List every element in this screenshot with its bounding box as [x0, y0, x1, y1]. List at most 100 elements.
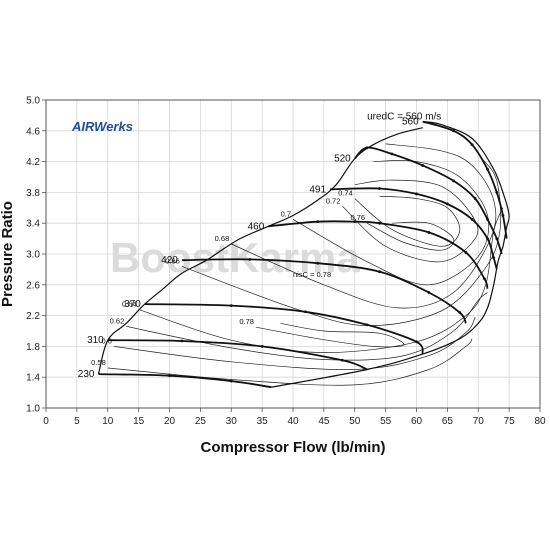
speed-line-point [353, 220, 357, 224]
efficiency-label-0.58: 0.58 [91, 358, 106, 367]
speed-line-point [378, 270, 381, 274]
y-tick-label: 4.6 [26, 126, 40, 137]
speed-line-point [473, 197, 477, 200]
y-tick-label: 5.0 [26, 96, 40, 107]
efficiency-peak-label: nisC = 0.78 [293, 270, 331, 279]
efficiency-line-0.62 [126, 292, 488, 361]
speed-line-point [229, 304, 233, 307]
efficiency-line-0.58 [107, 338, 473, 386]
speed-lines [98, 120, 508, 389]
speed-line-point [260, 345, 264, 348]
speed-line-point [486, 217, 489, 221]
y-tick-label: 2.2 [26, 311, 40, 322]
speed-line-point [501, 214, 505, 217]
speed-line-point [452, 179, 455, 183]
efficiency-line-0.74 [354, 195, 461, 247]
x-tick-label: 70 [473, 416, 485, 427]
speed-line-point [495, 237, 499, 241]
efficiency-label-0.7: 0.7 [281, 209, 291, 218]
efficiency-label-0.6: 0.6 [101, 336, 111, 345]
efficiency-label-0.72: 0.72 [326, 196, 341, 205]
speed-line-point [415, 192, 418, 196]
speed-label-460: 460 [248, 221, 265, 232]
x-tick-label: 55 [380, 416, 392, 427]
speed-line-point [168, 374, 171, 378]
efficiency-label-0.74: 0.74 [338, 189, 353, 198]
airwerks-logo: AIRWerks [71, 119, 133, 134]
x-tick-label: 80 [534, 416, 546, 427]
y-tick-label: 3.8 [26, 188, 40, 199]
x-tick-label: 30 [226, 416, 238, 427]
efficiency-line-0.64 [138, 207, 504, 353]
speed-line-point [427, 291, 431, 294]
x-tick-label: 45 [318, 416, 330, 427]
speed-line-point [229, 379, 233, 383]
speed-title-label: uredC = 560 m/s [367, 111, 441, 122]
y-tick-label: 1.8 [26, 342, 40, 353]
efficiency-line-0.78 [255, 322, 405, 348]
speed-line-point [458, 311, 462, 314]
x-tick-label: 65 [442, 416, 454, 427]
speed-line-point [464, 251, 468, 254]
speed-line-point [378, 221, 381, 225]
speed-line-point [452, 129, 455, 133]
efficiency-line-0.7 [292, 160, 490, 286]
efficiency-line-0.68 [231, 143, 497, 309]
x-tick-label: 35 [257, 416, 269, 427]
speed-label-370: 370 [124, 299, 141, 310]
speed-line-310 [107, 339, 368, 371]
speed-line-point [365, 323, 369, 327]
speed-line-point [378, 187, 381, 190]
y-tick-label: 3.0 [26, 250, 40, 261]
surge-choke-lines [97, 121, 510, 388]
speed-label-520: 520 [334, 154, 351, 165]
speed-label-420: 420 [161, 255, 178, 266]
speed-line-point [180, 339, 184, 343]
speed-line-point [470, 217, 474, 221]
efficiency-label-0.78: 0.78 [239, 317, 254, 326]
x-tick-label: 60 [411, 416, 423, 427]
speed-line-point [486, 167, 489, 171]
y-tick-label: 3.4 [26, 219, 40, 230]
x-tick-label: 15 [133, 416, 145, 427]
speed-line-460 [268, 220, 489, 289]
speed-line-point [316, 220, 320, 224]
x-tick-label: 25 [195, 416, 207, 427]
speed-line-point [470, 143, 474, 147]
axis-ticks: 0 5 10 15 20 25 30 35 40 45 50 55 60 65 70 75 80 1.0 1.4 1.… [26, 96, 546, 428]
speed-line-point [486, 237, 489, 241]
speed-line-point [248, 257, 252, 261]
y-axis-title: Pressure Ratio [0, 201, 16, 307]
speed-line-point [390, 152, 394, 156]
y-tick-label: 1.4 [26, 373, 40, 384]
speed-label-230: 230 [78, 369, 95, 380]
speed-line-point [421, 164, 425, 167]
speed-line-point [415, 340, 418, 344]
speed-line-point [483, 277, 486, 281]
speed-line-230 [98, 373, 272, 389]
surge-line [97, 127, 423, 375]
x-axis-title: Compressor Flow (lb/min) [200, 439, 385, 456]
x-tick-label: 0 [43, 416, 49, 427]
efficiency-line-0.6 [113, 316, 476, 370]
efficiency-label-0.64: 0.64 [122, 299, 137, 308]
speed-line-point [495, 191, 499, 194]
efficiency-line-0.76 [366, 221, 455, 251]
logo-text: AIRWerks [71, 119, 133, 134]
speed-line-point [341, 358, 344, 362]
efficiency-label-0.76: 0.76 [350, 213, 365, 222]
efficiency-label-0.66: 0.66 [165, 256, 180, 265]
y-tick-label: 4.2 [26, 157, 40, 168]
choke-line [271, 121, 510, 388]
speed-line-point [492, 256, 496, 260]
speed-line-point [316, 261, 320, 265]
speed-line-560 [422, 120, 508, 239]
y-tick-label: 2.6 [26, 280, 40, 291]
efficiency-line-0.72 [342, 179, 479, 263]
x-tick-label: 40 [287, 416, 299, 427]
efficiency-line-0.66 [181, 157, 502, 326]
x-tick-label: 50 [349, 416, 361, 427]
speed-label-491: 491 [309, 184, 326, 195]
efficiency-label-0.68: 0.68 [215, 234, 230, 243]
